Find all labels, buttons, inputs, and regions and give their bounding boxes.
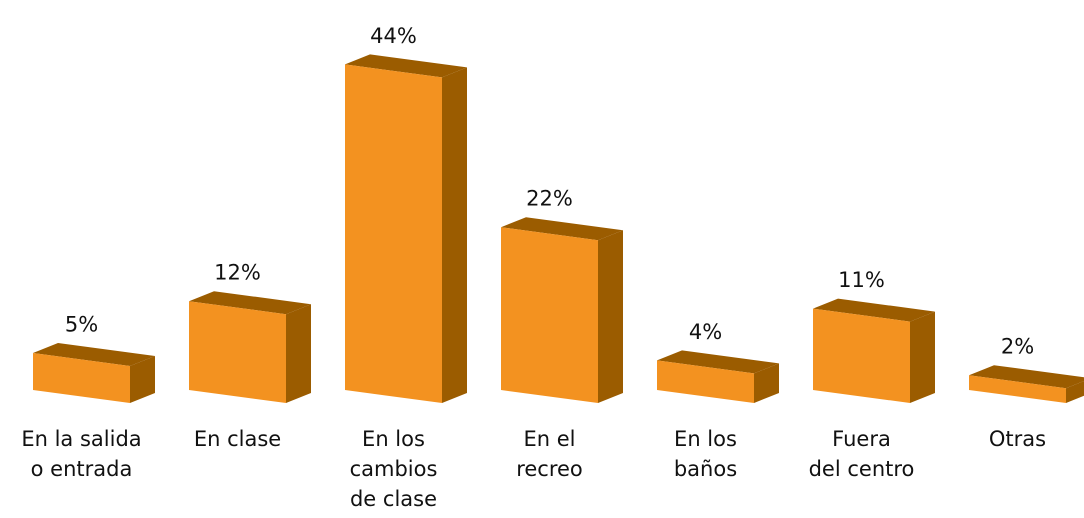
x-tick-label: En la salida [21, 427, 141, 451]
bar-top [969, 365, 1084, 389]
bar-side [442, 67, 467, 403]
x-tick-label: En clase [194, 427, 281, 451]
value-label: 22% [526, 187, 573, 211]
x-tick-label: o entrada [31, 457, 133, 481]
bar-top [345, 54, 467, 78]
x-tick-label: En los [362, 427, 425, 451]
x-tick-label: baños [674, 457, 737, 481]
bar [657, 360, 754, 403]
x-tick-label: recreo [516, 457, 583, 481]
value-label: 4% [689, 320, 722, 344]
bar [501, 227, 598, 403]
value-label: 11% [838, 268, 885, 292]
x-tick-label: cambios [350, 457, 438, 481]
bar-top [657, 350, 779, 374]
x-tick-label: En el [523, 427, 575, 451]
x-tick-label: En los [674, 427, 737, 451]
bar [33, 353, 130, 403]
bar-side [754, 363, 779, 403]
bar-side [286, 304, 311, 403]
bar [189, 301, 286, 403]
x-tick-label: Otras [989, 427, 1046, 451]
value-label: 12% [214, 261, 261, 285]
bar-top [189, 291, 311, 315]
x-tick-label: del centro [809, 457, 915, 481]
bar-side [910, 311, 935, 403]
bar-top [33, 343, 155, 366]
value-label: 5% [65, 312, 98, 336]
bar [345, 64, 442, 403]
value-label: 44% [370, 24, 417, 48]
bar-top [501, 217, 623, 241]
bar-side [1066, 380, 1084, 403]
bar-top [813, 298, 935, 322]
bar [969, 375, 1066, 403]
bar-side [130, 355, 155, 403]
x-tick-label: de clase [350, 487, 437, 511]
bar [813, 308, 910, 403]
x-tick-label: Fuera [832, 427, 891, 451]
bar-side [598, 230, 623, 403]
value-label: 2% [1001, 335, 1034, 359]
